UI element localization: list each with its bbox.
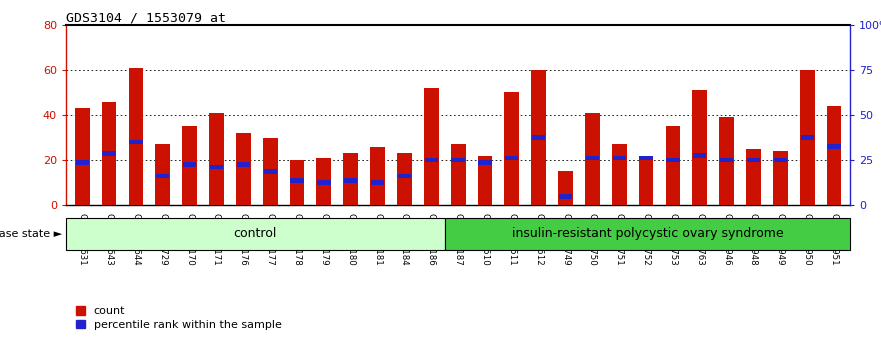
Bar (210, 165, 223, 169)
Bar (129, 68, 144, 205)
Bar (290, 160, 305, 205)
Bar (263, 169, 277, 174)
Bar (827, 144, 840, 149)
Bar (317, 181, 330, 185)
Bar (397, 153, 411, 205)
Text: GDS3104 / 1553079_at: GDS3104 / 1553079_at (66, 11, 226, 24)
Bar (478, 156, 492, 205)
Bar (156, 174, 169, 178)
Bar (800, 70, 815, 205)
Bar (532, 135, 545, 140)
Bar (639, 156, 654, 205)
Bar (747, 158, 760, 162)
Bar (237, 162, 250, 167)
Bar (719, 117, 734, 205)
Bar (291, 178, 304, 183)
Bar (236, 133, 251, 205)
Bar (665, 126, 680, 205)
Bar (101, 102, 116, 205)
Bar (76, 160, 89, 165)
Bar (344, 153, 358, 205)
Bar (586, 156, 599, 160)
Bar (102, 151, 115, 156)
Bar (344, 178, 358, 183)
Bar (826, 106, 841, 205)
Bar (505, 156, 519, 160)
Bar (397, 174, 411, 178)
Bar (612, 156, 626, 160)
Bar (746, 149, 761, 205)
Bar (183, 162, 196, 167)
Bar (155, 144, 170, 205)
Bar (316, 158, 331, 205)
Bar (611, 144, 626, 205)
Bar (559, 171, 573, 205)
Bar (451, 144, 465, 205)
Bar (209, 113, 224, 205)
Bar (640, 156, 653, 160)
Bar (451, 158, 465, 162)
Bar (692, 90, 707, 205)
Bar (693, 153, 707, 158)
Legend: count, percentile rank within the sample: count, percentile rank within the sample (71, 302, 286, 334)
Bar (505, 92, 519, 205)
Bar (559, 194, 572, 199)
Bar (720, 158, 733, 162)
Bar (263, 138, 278, 205)
Bar (773, 151, 788, 205)
Bar (666, 158, 679, 162)
Text: disease state ►: disease state ► (0, 229, 62, 239)
Bar (445, 218, 850, 250)
Text: control: control (233, 227, 277, 240)
Bar (478, 160, 492, 165)
Bar (774, 158, 787, 162)
Bar (370, 147, 385, 205)
Bar (182, 126, 197, 205)
Bar (801, 135, 814, 140)
Bar (371, 181, 384, 185)
Bar (425, 158, 438, 162)
Bar (424, 88, 439, 205)
Bar (531, 70, 546, 205)
Bar (585, 113, 600, 205)
Text: insulin-resistant polycystic ovary syndrome: insulin-resistant polycystic ovary syndr… (512, 227, 783, 240)
Bar (75, 108, 90, 205)
Bar (130, 140, 143, 144)
Bar (66, 218, 445, 250)
